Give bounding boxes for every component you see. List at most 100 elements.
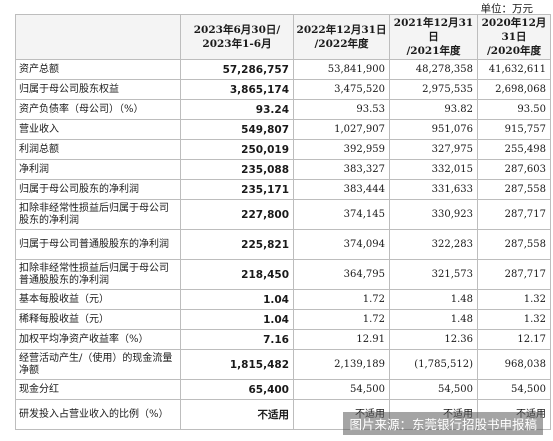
cell-value: 12.17 <box>477 329 551 350</box>
cell-value: 2,975,535 <box>389 79 478 100</box>
cell-value: 321,573 <box>389 259 478 290</box>
table-row: 基本每股收益（元） 1.04 1.72 1.48 1.32 <box>15 289 551 310</box>
cell-value: 235,088 <box>180 159 294 180</box>
cell-value: 287,603 <box>477 159 551 180</box>
table-header-row: 2023年6月30日/2023年1-6月 2022年12月31日/2022年度 20… <box>15 14 551 60</box>
cell-value: 2,698,068 <box>477 79 551 100</box>
table-row: 利润总额 250,019 392,959 327,975 255,498 <box>15 139 551 160</box>
cell-value: 255,498 <box>477 139 551 160</box>
cell-value: 374,145 <box>293 199 390 230</box>
header-item-column <box>15 14 181 60</box>
cell-value: 1.32 <box>477 289 551 310</box>
cell-value: 383,444 <box>293 179 390 200</box>
row-label: 资产负债率（母公司）（%） <box>15 99 181 120</box>
cell-value: 65,400 <box>180 379 294 400</box>
table-row: 营业收入 549,807 1,027,907 951,076 915,757 <box>15 119 551 140</box>
cell-value: 250,019 <box>180 139 294 160</box>
cell-value: 331,633 <box>389 179 478 200</box>
header-period-4: 2020年12月 31日/2020年度 <box>477 14 551 60</box>
table-row: 稀释每股收益（元） 1.04 1.72 1.48 1.32 <box>15 309 551 330</box>
financial-table: 2023年6月30日/2023年1-6月 2022年12月31日/2022年度 20… <box>15 14 551 430</box>
table-row: 资产负债率（母公司）（%） 93.24 93.53 93.82 93.50 <box>15 99 551 120</box>
cell-value: 12.91 <box>293 329 390 350</box>
cell-value: 951,076 <box>389 119 478 140</box>
row-label: 扣除非经常性损益后归属于母公司股东的净利润 <box>15 199 181 230</box>
row-label: 现金分红 <box>15 379 181 400</box>
cell-value: 330,923 <box>389 199 478 230</box>
cell-value: 12.36 <box>389 329 478 350</box>
cell-value: 227,800 <box>180 199 294 230</box>
row-label: 经营活动产生/（使用）的现金流量净额 <box>15 349 181 380</box>
cell-value: 225,821 <box>180 229 294 260</box>
unit-label: 单位：万元 <box>480 3 534 15</box>
cell-value: 54,500 <box>293 379 390 400</box>
table-row: 经营活动产生/（使用）的现金流量净额 1,815,482 2,139,189 (1,7… <box>15 349 551 380</box>
row-label: 研发投入占营业收入的比例（%） <box>15 399 181 430</box>
table-row: 现金分红 65,400 54,500 54,500 54,500 <box>15 379 551 400</box>
row-label: 利润总额 <box>15 139 181 160</box>
cell-value: 41,632,611 <box>477 59 551 80</box>
cell-value: 93.53 <box>293 99 390 120</box>
cell-value: 48,278,358 <box>389 59 478 80</box>
cell-value: 1.72 <box>293 309 390 330</box>
header-period-1: 2023年6月30日/2023年1-6月 <box>180 14 294 60</box>
bottom-crop <box>0 433 553 441</box>
cell-value: 54,500 <box>477 379 551 400</box>
cell-value: 1,815,482 <box>180 349 294 380</box>
row-label: 稀释每股收益（元） <box>15 309 181 330</box>
cell-value: 287,558 <box>477 179 551 200</box>
row-label: 营业收入 <box>15 119 181 140</box>
cell-value: 383,327 <box>293 159 390 180</box>
cell-value: 1,027,907 <box>293 119 390 140</box>
row-label: 净利润 <box>15 159 181 180</box>
cell-value: 54,500 <box>389 379 478 400</box>
cell-value: 7.16 <box>180 329 294 350</box>
cell-value: 1.48 <box>389 289 478 310</box>
cell-value: 1.48 <box>389 309 478 330</box>
cell-value: 287,717 <box>477 199 551 230</box>
cell-value: 1.04 <box>180 309 294 330</box>
cell-value: 218,450 <box>180 259 294 290</box>
cell-value: 915,757 <box>477 119 551 140</box>
table-row: 扣除非经常性损益后归属于母公司普通股股东的净利润 218,450 364,795 32… <box>15 259 551 290</box>
table-row: 加权平均净资产收益率（%） 7.16 12.91 12.36 12.17 <box>15 329 551 350</box>
table-row: 归属于母公司股东权益 3,865,174 3,475,520 2,975,535 2,6… <box>15 79 551 100</box>
cell-value: 1.32 <box>477 309 551 330</box>
cell-value: 235,171 <box>180 179 294 200</box>
cell-value: 332,015 <box>389 159 478 180</box>
header-period-2: 2022年12月31日/2022年度 <box>293 14 390 60</box>
cell-value: 93.82 <box>389 99 478 120</box>
table-row: 扣除非经常性损益后归属于母公司股东的净利润 227,800 374,145 330,9… <box>15 199 551 230</box>
header-period-3: 2021年12月31日/2021年度 <box>389 14 478 60</box>
cell-value: 2,139,189 <box>293 349 390 380</box>
row-label: 扣除非经常性损益后归属于母公司普通股股东的净利润 <box>15 259 181 290</box>
cell-value: 93.50 <box>477 99 551 120</box>
cell-value: 287,558 <box>477 229 551 260</box>
cell-value: 364,795 <box>293 259 390 290</box>
cell-value: 322,283 <box>389 229 478 260</box>
cell-value: 57,286,757 <box>180 59 294 80</box>
table-row: 归属于母公司股东的净利润 235,171 383,444 331,633 287,558 <box>15 179 551 200</box>
row-label: 加权平均净资产收益率（%） <box>15 329 181 350</box>
row-label: 资产总额 <box>15 59 181 80</box>
cell-value: 不适用 <box>180 399 294 430</box>
cell-value: 327,975 <box>389 139 478 160</box>
cell-value: 374,094 <box>293 229 390 260</box>
row-label: 归属于母公司股东权益 <box>15 79 181 100</box>
cell-value: (1,785,512) <box>389 349 478 380</box>
row-label: 基本每股收益（元） <box>15 289 181 310</box>
cell-value: 3,865,174 <box>180 79 294 100</box>
cell-value: 287,717 <box>477 259 551 290</box>
cell-value: 53,841,900 <box>293 59 390 80</box>
table-row: 归属于母公司普通股股东的净利润 225,821 374,094 322,283 287,… <box>15 229 551 260</box>
row-label: 归属于母公司股东的净利润 <box>15 179 181 200</box>
cell-value: 1.04 <box>180 289 294 310</box>
cell-value: 392,959 <box>293 139 390 160</box>
cell-value: 93.24 <box>180 99 294 120</box>
cell-value: 3,475,520 <box>293 79 390 100</box>
table-row: 净利润 235,088 383,327 332,015 287,603 <box>15 159 551 180</box>
table-row: 资产总额 57,286,757 53,841,900 48,278,358 41,632… <box>15 59 551 80</box>
cell-value: 1.72 <box>293 289 390 310</box>
row-label: 归属于母公司普通股股东的净利润 <box>15 229 181 260</box>
image-source-watermark: 图片来源：东莞银行招股书申报稿 <box>343 412 543 435</box>
